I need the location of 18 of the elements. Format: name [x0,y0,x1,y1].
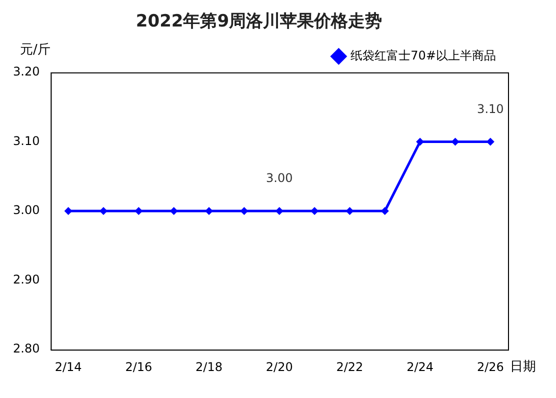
x-tick-label: 2/22 [336,360,364,374]
y-tick-label: 3.10 [13,134,40,148]
legend-label: 纸袋红富士70#以上半商品 [350,48,496,63]
x-tick-label: 2/14 [54,360,82,374]
annotation: 3.00 [266,171,293,186]
x-tick-label: 2/26 [476,360,504,374]
annotation: 3.10 [477,102,504,116]
x-tick-label: 2/20 [266,360,293,374]
x-tick-label: 2/16 [125,360,152,374]
y-axis-title: 元/斤 [20,42,50,58]
chart-title: 2022年第9周洛川苹果价格走势 [136,12,382,32]
y-tick-label: 3.20 [13,64,40,79]
y-tick-label: 2.80 [13,342,40,356]
x-tick-label: 2/24 [406,360,434,374]
x-tick-label: 2/18 [196,360,222,374]
y-tick-label: 3.00 [13,203,40,218]
y-tick-label: 2.90 [13,272,40,286]
x-axis-title: 日期 [510,359,536,374]
